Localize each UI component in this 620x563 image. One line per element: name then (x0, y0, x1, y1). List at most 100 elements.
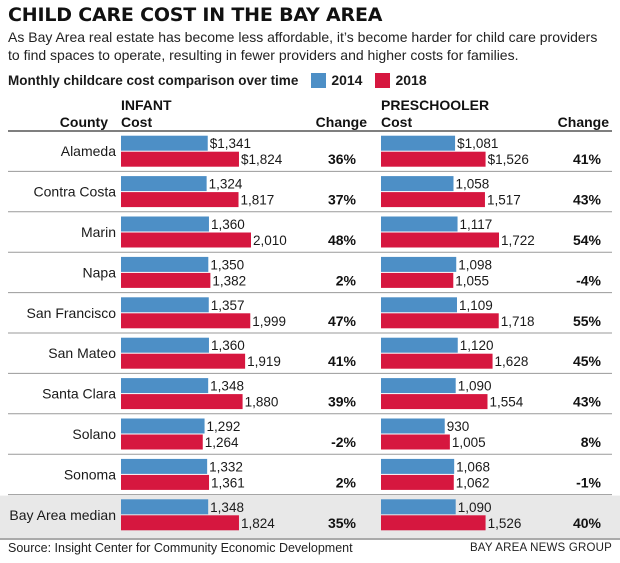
preschooler-bar-2014-contra-costa (381, 176, 454, 192)
chart-subtitle: As Bay Area real estate has become less … (8, 29, 598, 63)
preschooler-value-2014-contra-costa: 1,058 (455, 177, 489, 192)
preschooler-bar-2014-solano (381, 418, 445, 434)
legend-item-2014: 2014 (311, 72, 362, 88)
legend: Monthly childcare cost comparison over t… (8, 70, 427, 90)
infant-change-contra-costa: 37% (328, 192, 357, 208)
infant-bar-2014-santa-clara (121, 378, 209, 394)
infant-cost-header: Cost (121, 114, 152, 130)
preschooler-bar-2018-alameda (381, 151, 486, 167)
preschooler-bar-2014-sonoma (381, 458, 455, 474)
infant-bar-2014-sonoma (121, 458, 208, 474)
preschooler-bar-2014-san-francisco (381, 297, 457, 313)
preschooler-value-2018-napa: 1,055 (455, 273, 489, 288)
preschooler-bar-2018-solano (381, 434, 450, 450)
preschooler-change-solano: 8% (581, 434, 602, 450)
infant-change-napa: 2% (336, 272, 357, 288)
county-label-napa: Napa (83, 264, 117, 280)
infant-group-header: INFANT (121, 97, 172, 113)
infant-value-2014-contra-costa: 1,324 (209, 177, 243, 192)
preschooler-bar-2018-sonoma (381, 474, 454, 490)
infant-change-santa-clara: 39% (328, 394, 357, 410)
infant-bar-2014-alameda (121, 135, 208, 151)
preschooler-bar-2014-santa-clara (381, 378, 456, 394)
infant-change-san-mateo: 41% (328, 353, 357, 369)
county-label-san-francisco: San Francisco (27, 305, 117, 321)
preschooler-value-2018-bay-area-median: 1,526 (488, 516, 522, 531)
preschooler-change-marin: 54% (573, 232, 602, 248)
preschooler-cost-header: Cost (381, 114, 412, 130)
chart: INFANT Cost County Change PRESCHOOLER Co… (0, 97, 620, 540)
preschooler-value-2018-contra-costa: 1,517 (487, 193, 521, 208)
preschooler-value-2018-san-francisco: 1,718 (501, 314, 535, 329)
infant-value-2018-solano: 1,264 (205, 435, 239, 450)
preschooler-group-header: PRESCHOOLER (381, 97, 489, 113)
infant-bar-2014-solano (121, 418, 205, 434)
county-label-marin: Marin (81, 224, 116, 240)
legend-text-2018: 2018 (395, 72, 427, 88)
preschooler-value-2018-santa-clara: 1,554 (489, 395, 523, 410)
county-label-sonoma: Sonoma (64, 466, 116, 482)
infant-value-2014-napa: 1,350 (210, 257, 244, 272)
chart-title: CHILD CARE COST IN THE BAY AREA (8, 4, 383, 26)
infant-change-alameda: 36% (328, 151, 357, 167)
infant-value-2014-bay-area-median: 1,348 (210, 500, 244, 515)
preschooler-change-contra-costa: 43% (573, 192, 602, 208)
preschooler-bar-2018-san-mateo (381, 353, 493, 369)
infant-bar-2018-marin (121, 232, 251, 248)
preschooler-value-2014-bay-area-median: 1,090 (458, 500, 492, 515)
legend-swatch-2018 (375, 72, 391, 88)
credit: BAY AREA NEWS GROUP (469, 542, 612, 554)
infant-bar-2014-marin (121, 216, 209, 232)
infant-bar-2014-san-mateo (121, 337, 209, 353)
infant-bar-2014-contra-costa (121, 176, 207, 192)
preschooler-bar-2018-santa-clara (381, 394, 488, 410)
county-label-contra-costa: Contra Costa (34, 184, 117, 200)
preschooler-value-2014-solano: 930 (447, 419, 470, 434)
infant-value-2018-bay-area-median: 1,824 (241, 516, 275, 531)
preschooler-bar-2014-bay-area-median (381, 499, 456, 515)
preschooler-change-header: Change (558, 114, 610, 130)
county-label-san-mateo: San Mateo (48, 345, 116, 361)
preschooler-bar-2014-marin (381, 216, 458, 232)
preschooler-change-bay-area-median: 40% (573, 515, 602, 531)
infant-value-2018-san-mateo: 1,919 (247, 354, 281, 369)
infant-value-2018-napa: 1,382 (212, 273, 246, 288)
infant-bar-2014-bay-area-median (121, 499, 209, 515)
preschooler-change-alameda: 41% (573, 151, 602, 167)
preschooler-bar-2018-napa (381, 272, 454, 288)
preschooler-value-2018-alameda: $1,526 (488, 152, 529, 167)
preschooler-value-2014-santa-clara: 1,090 (458, 379, 492, 394)
infant-value-2014-san-francisco: 1,357 (211, 298, 245, 313)
chart-marks: Alameda $1,341$1,824 36% $1,081$1,526 41% Con… (9, 135, 602, 531)
infant-change-sonoma: 2% (336, 474, 357, 490)
county-label-solano: Solano (72, 426, 116, 442)
preschooler-value-2014-san-mateo: 1,120 (460, 338, 494, 353)
preschooler-change-santa-clara: 43% (573, 394, 602, 410)
infant-value-2018-sonoma: 1,361 (211, 475, 245, 490)
infant-value-2018-contra-costa: 1,817 (241, 193, 275, 208)
county-header: County (60, 114, 108, 130)
infant-bar-2014-san-francisco (121, 297, 209, 313)
legend-text-2014: 2014 (331, 72, 363, 88)
preschooler-bar-2018-marin (381, 232, 499, 248)
infant-bar-2018-san-francisco (121, 313, 251, 329)
infant-value-2014-solano: 1,292 (207, 419, 241, 434)
preschooler-value-2014-sonoma: 1,068 (456, 459, 490, 474)
infant-bar-2018-napa (121, 272, 211, 288)
preschooler-bar-2018-contra-costa (381, 192, 485, 208)
infant-change-san-francisco: 47% (328, 313, 357, 329)
preschooler-value-2018-solano: 1,005 (452, 435, 486, 450)
preschooler-change-sonoma: -1% (576, 474, 601, 490)
infant-value-2014-marin: 1,360 (211, 217, 245, 232)
infant-change-marin: 48% (328, 232, 357, 248)
infant-bar-2018-san-mateo (121, 353, 246, 369)
infant-bar-2018-sonoma (121, 474, 210, 490)
infant-value-2014-san-mateo: 1,360 (211, 338, 245, 353)
infant-change-header: Change (316, 114, 368, 130)
legend-label: Monthly childcare cost comparison over t… (8, 72, 299, 88)
county-label-alameda: Alameda (61, 143, 116, 159)
infant-value-2018-san-francisco: 1,999 (252, 314, 286, 329)
legend-item-2018: 2018 (375, 72, 427, 88)
row-dividers (0, 130, 620, 540)
infant-bar-2018-santa-clara (121, 394, 243, 410)
